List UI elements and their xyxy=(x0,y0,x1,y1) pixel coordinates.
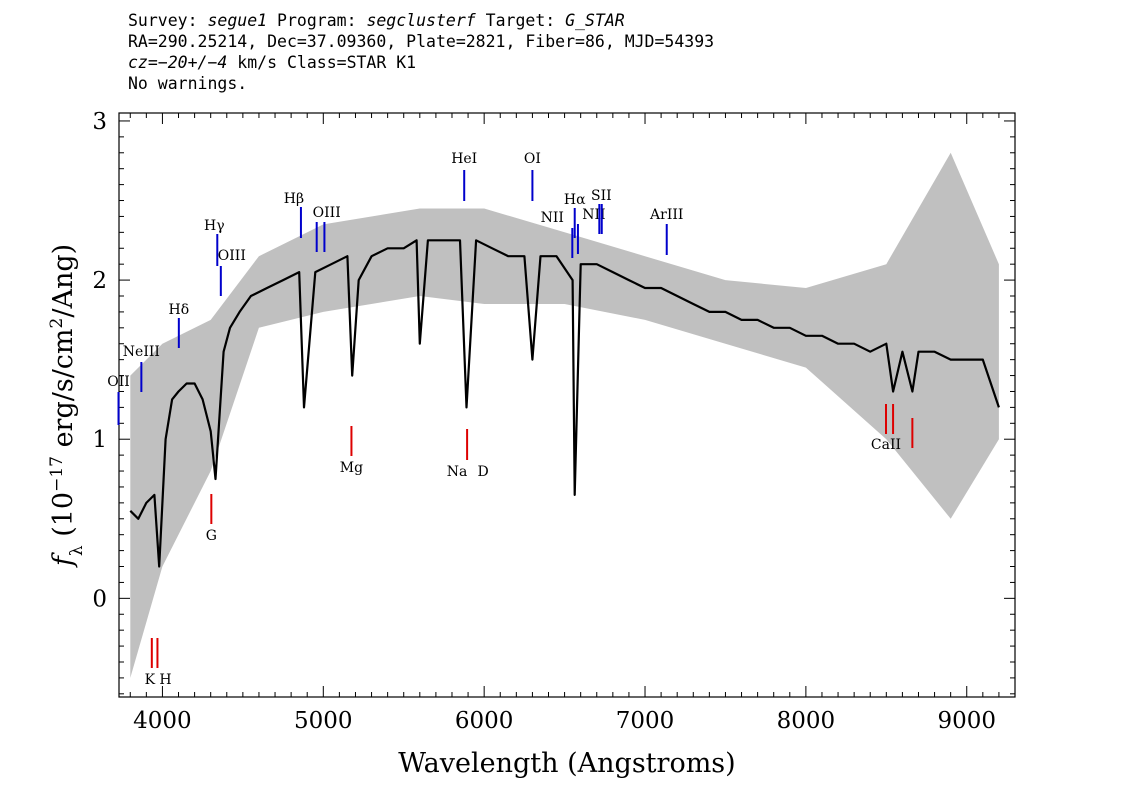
x-tick-label: 5000 xyxy=(294,708,353,734)
y-label-sub: λ xyxy=(67,545,87,556)
y-tick-label: 1 xyxy=(92,427,107,453)
y-tick-label: 3 xyxy=(92,109,107,135)
emission-label: OI xyxy=(524,151,541,167)
y-label-mid: erg/s/cm xyxy=(48,328,79,456)
emission-label: NeIII xyxy=(123,344,160,360)
emission-label: Hγ xyxy=(204,218,225,234)
cz-label: cz= xyxy=(128,53,158,72)
emission-label: Hδ xyxy=(169,302,190,318)
absorption-label: K xyxy=(145,672,156,688)
class-text: km/s Class=STAR K1 xyxy=(227,53,417,72)
emission-label: Hβ xyxy=(284,191,304,207)
header-line-survey: Survey: segue1 Program: segclusterf Targ… xyxy=(128,10,714,31)
y-axis-label: fλ (10−17 erg/s/cm2/Ang) xyxy=(47,244,87,568)
x-tick-label: 4000 xyxy=(133,708,192,734)
x-tick-label: 7000 xyxy=(616,708,675,734)
emission-label: HeI xyxy=(451,151,477,167)
absorption-label: H xyxy=(159,672,171,688)
absorption-label: Na xyxy=(447,464,468,480)
emission-label: SII xyxy=(591,188,612,204)
emission-label: Hα xyxy=(564,192,586,208)
survey-value: segue1 xyxy=(207,11,268,30)
emission-label: NII xyxy=(541,210,564,226)
absorption-label: D xyxy=(477,464,488,480)
y-label-pre: (10 xyxy=(48,492,79,545)
spectrum-header: Survey: segue1 Program: segclusterf Targ… xyxy=(128,10,714,94)
survey-label: Survey: xyxy=(128,11,208,30)
y-tick-label: 0 xyxy=(92,586,107,612)
absorption-label: G xyxy=(206,528,217,544)
header-line-coordinates: RA=290.25214, Dec=37.09360, Plate=2821, … xyxy=(128,32,715,51)
header-line-warnings: No warnings. xyxy=(128,74,248,93)
y-label-f: f xyxy=(48,552,79,568)
y-tick-label: 2 xyxy=(92,268,107,294)
cz-value: −20+/−4 xyxy=(157,53,228,72)
emission-label: ArIII xyxy=(649,207,683,223)
program-value: segclusterf xyxy=(366,11,476,30)
x-tick-label: 6000 xyxy=(455,708,514,734)
target-label: Target: xyxy=(475,11,566,30)
y-label-exp1: −17 xyxy=(47,456,67,492)
absorption-label: CaII xyxy=(871,437,901,453)
program-label: Program: xyxy=(267,11,367,30)
flux-line xyxy=(129,239,1000,568)
target-value: G_STAR xyxy=(565,11,625,30)
x-tick-label: 8000 xyxy=(777,708,836,734)
x-axis-label: Wavelength (Angstroms) xyxy=(398,748,735,779)
error-band xyxy=(130,152,999,678)
emission-label: OIII xyxy=(313,205,341,221)
absorption-label: Mg xyxy=(340,460,363,476)
x-tick-label: 9000 xyxy=(937,708,996,734)
emission-label: OII xyxy=(107,374,130,390)
emission-label: OIII xyxy=(218,248,246,264)
y-label-post: /Ang) xyxy=(48,244,79,318)
header-line-redshift: cz=−20+/−4 km/s Class=STAR K1 xyxy=(128,52,714,73)
y-label-exp2: 2 xyxy=(47,318,67,329)
